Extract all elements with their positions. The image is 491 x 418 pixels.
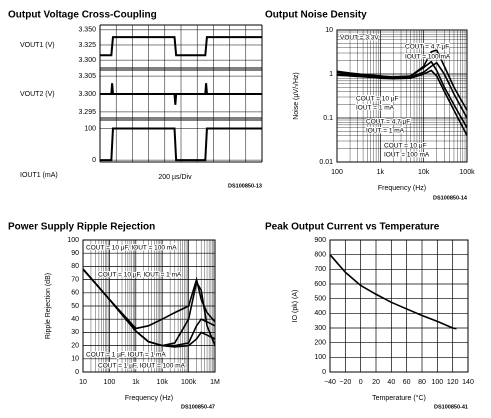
x-tick-label: 1k [132, 379, 140, 386]
y-tick-label: 80 [71, 263, 79, 270]
curve [82, 268, 216, 347]
panel-label: VOUT1 (V) [20, 42, 55, 49]
plot-frame [336, 29, 468, 163]
y-tick-label: 3.350 [78, 27, 96, 34]
chart-title: Peak Output Current vs Temperature [265, 222, 440, 233]
y-tick-label: 1 [329, 71, 333, 78]
curve [82, 268, 216, 330]
y-tick-label: 100 [84, 125, 96, 132]
x-tick-label: 10 [79, 379, 87, 386]
curve [82, 268, 216, 348]
y-tick-label: 30 [71, 329, 79, 336]
y-tick-label: 10 [71, 356, 79, 363]
panel-label: VOUT2 (V) [20, 91, 55, 98]
figure-code: DS100850-13 [228, 183, 262, 189]
curve [336, 61, 468, 119]
annotation: IOUT = 1 mA [366, 128, 405, 135]
y-tick-label: 50 [71, 303, 79, 310]
y-tick-label: 300 [314, 325, 326, 332]
annotation: VOUT = 3.3V [340, 35, 379, 42]
x-tick-label: 10k [418, 169, 430, 176]
plot-frame [82, 239, 216, 373]
y-axis-label: Noise (µV/√Hz) [292, 72, 300, 120]
annotation: COUT = 4.7 µF [366, 119, 410, 126]
figure-code: DS100850-41 [434, 404, 468, 410]
figure-code: DS100850-47 [181, 404, 215, 410]
y-tick-label: 3.305 [78, 73, 96, 80]
y-tick-label: 3.325 [78, 42, 96, 49]
y-tick-label: 20 [71, 342, 79, 349]
annotation: IOUT = 1 mA [356, 105, 395, 112]
y-tick-label: 200 [314, 340, 326, 347]
annotation: COUT = 10 µF [356, 96, 398, 103]
x-tick-label: 100 [431, 379, 443, 386]
annotation: IOUT = 100 mA [405, 54, 451, 61]
chart-title: Output Noise Density [265, 10, 367, 21]
y-tick-label: 70 [71, 276, 79, 283]
y-tick-label: 900 [314, 237, 326, 244]
x-axis-label: Frequency (Hz) [378, 185, 426, 192]
plot-frame [329, 239, 469, 373]
y-tick-label: 100 [67, 237, 79, 244]
y-tick-label: 0 [92, 157, 96, 164]
trace [100, 83, 262, 105]
y-tick-label: 600 [314, 281, 326, 288]
curve [82, 268, 216, 347]
curve [329, 254, 457, 330]
x-tick-label: 100k [181, 379, 197, 386]
y-tick-label: 700 [314, 266, 326, 273]
figure-code: DS100850-14 [433, 195, 468, 201]
chart-title: Power Supply Ripple Rejection [8, 222, 155, 233]
trace [100, 127, 262, 162]
y-axis-label: Ripple Rejection (dB) [45, 273, 52, 339]
chart-title: Output Voltage Cross-Coupling [8, 10, 157, 21]
y-tick-label: 0.1 [323, 115, 333, 122]
annotation: COUT = 10 µF, IOUT = 1 mA [98, 272, 182, 279]
annotation: COUT = 10 µF [384, 143, 426, 150]
y-tick-label: 90 [71, 250, 79, 257]
x-axis-label: Frequency (Hz) [125, 395, 173, 402]
annotation: COUT = 4.7 µF [405, 44, 449, 51]
y-tick-label: 40 [71, 316, 79, 323]
x-tick-label: 60 [403, 379, 411, 386]
annotation: COUT = 1 µF, IOUT = 100 mA [98, 363, 186, 370]
y-tick-label: 10 [325, 27, 333, 34]
x-tick-label: 1M [210, 379, 220, 386]
x-tick-label: 80 [418, 379, 426, 386]
y-tick-label: 0 [75, 369, 79, 376]
x-tick-label: 10k [157, 379, 169, 386]
x-tick-label: 100 [104, 379, 116, 386]
x-tick-label: −40 [324, 379, 336, 386]
annotation: COUT = 10 µF, IOUT = 100 mA [86, 245, 177, 252]
y-tick-label: 0.01 [319, 159, 333, 166]
x-axis-label: Temperature (°C) [372, 394, 426, 402]
x-tick-label: 140 [462, 379, 474, 386]
annotation: COUT = 1 µF, IOUT = 1 mA [86, 352, 166, 359]
x-tick-label: 0 [359, 379, 363, 386]
y-tick-label: 0 [322, 369, 326, 376]
curve [336, 69, 468, 136]
x-tick-label: 100 [331, 169, 343, 176]
x-tick-label: −20 [339, 379, 351, 386]
y-axis-label: IO (pk) (A) [292, 290, 299, 323]
x-tick-label: 100k [459, 169, 475, 176]
x-axis-label: 200 µs/Div [158, 174, 192, 181]
y-tick-label: 500 [314, 296, 326, 303]
y-tick-label: 400 [314, 310, 326, 317]
x-tick-label: 1k [377, 169, 385, 176]
trace [100, 36, 262, 57]
y-tick-label: 800 [314, 252, 326, 259]
y-tick-label: 3.295 [78, 109, 96, 116]
x-tick-label: 20 [372, 379, 380, 386]
panel-label: IOUT1 (mA) [20, 172, 58, 179]
y-tick-label: 3.300 [78, 57, 96, 64]
y-tick-label: 60 [71, 290, 79, 297]
y-tick-label: 100 [314, 354, 326, 361]
x-tick-label: 120 [447, 379, 459, 386]
x-tick-label: 40 [387, 379, 395, 386]
y-tick-label: 3.300 [78, 91, 96, 98]
annotation: IOUT = 100 mA [384, 152, 430, 159]
curve [336, 60, 468, 129]
